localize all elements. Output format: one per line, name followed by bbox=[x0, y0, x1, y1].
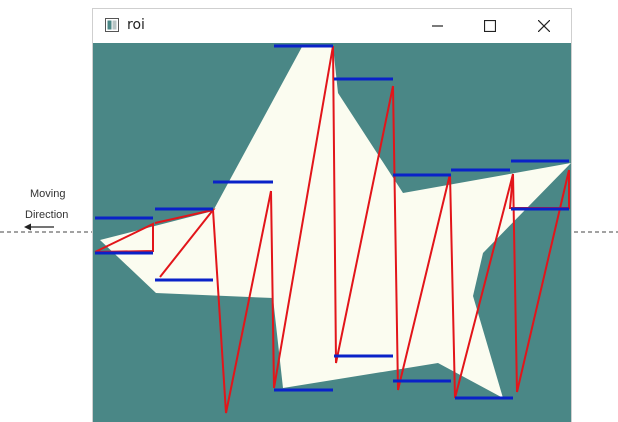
image-view bbox=[93, 43, 571, 422]
maximize-button[interactable] bbox=[467, 9, 513, 43]
direction-label: Direction bbox=[25, 209, 69, 221]
roi-image bbox=[94, 44, 571, 414]
close-button[interactable] bbox=[521, 9, 567, 43]
minimize-button[interactable] bbox=[415, 9, 461, 43]
boundary-markers bbox=[95, 44, 569, 400]
window-app-icon bbox=[105, 18, 119, 32]
close-icon bbox=[538, 20, 550, 32]
roi-window: roi bbox=[93, 9, 571, 422]
window-title: roi bbox=[127, 17, 145, 33]
minimize-icon bbox=[432, 25, 443, 27]
title-bar[interactable]: roi bbox=[93, 9, 571, 43]
left-arrow-icon bbox=[24, 223, 54, 231]
moving-label: Moving bbox=[30, 188, 66, 200]
maximize-icon bbox=[484, 20, 496, 32]
